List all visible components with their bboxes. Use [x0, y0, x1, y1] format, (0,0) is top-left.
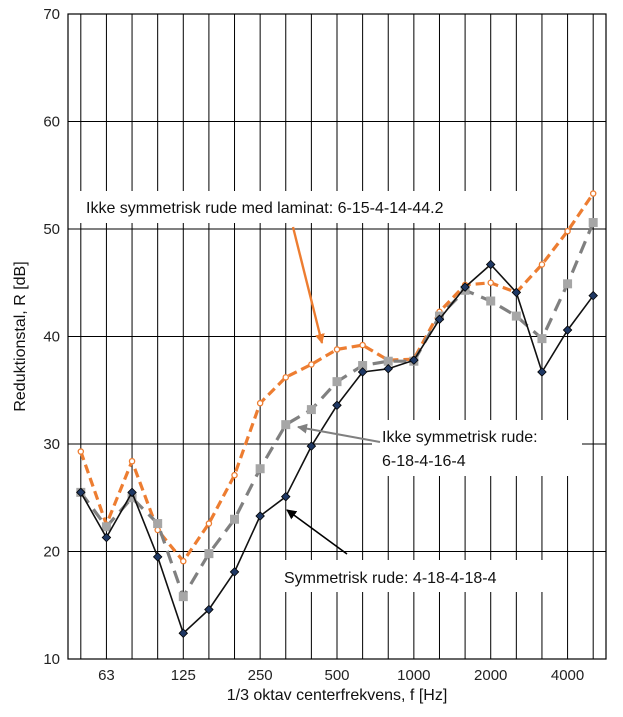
- annotation-text: Symmetrisk rude: 4-18-4-18-4: [284, 570, 497, 587]
- annotation-text: 6-18-4-16-4: [382, 453, 466, 470]
- data-point: [204, 604, 214, 615]
- data-point: [153, 519, 163, 529]
- x-tick-label: 4000: [551, 667, 584, 684]
- data-point: [282, 374, 290, 381]
- y-tick-label: 10: [43, 651, 60, 668]
- data-point: [281, 420, 291, 430]
- data-point: [357, 367, 368, 377]
- y-tick-label: 60: [43, 114, 60, 131]
- x-tick-label: 63: [98, 667, 115, 684]
- data-point: [588, 290, 598, 301]
- data-point: [101, 522, 111, 532]
- y-tick-label: 30: [43, 436, 60, 453]
- data-point: [101, 532, 112, 543]
- data-point: [538, 261, 546, 268]
- data-series: [76, 190, 598, 638]
- x-tick-label: 125: [171, 667, 196, 684]
- data-point: [511, 311, 521, 321]
- data-point: [178, 628, 189, 638]
- y-tick-label: 50: [43, 221, 60, 238]
- data-point: [588, 218, 598, 228]
- annotation-0: Ikke symmetrisk rude med laminat: 6-15-4…: [75, 191, 525, 344]
- data-point: [229, 567, 240, 577]
- data-point: [537, 367, 547, 377]
- x-axis-title: 1/3 oktav centerfrekvens, f [Hz]: [227, 687, 448, 704]
- data-point: [511, 287, 522, 298]
- annotation-text: Ikke symmetrisk rude:: [382, 429, 538, 446]
- data-point: [306, 405, 316, 415]
- data-point: [332, 400, 342, 411]
- y-tick-label: 20: [43, 544, 60, 561]
- data-point: [485, 259, 496, 270]
- data-point: [434, 314, 445, 325]
- data-point: [383, 363, 394, 374]
- y-axis-title: Reduktionstal, R [dB]: [12, 261, 29, 411]
- plot-area-frame: [67, 13, 607, 660]
- data-point: [308, 361, 315, 368]
- data-point: [255, 464, 265, 474]
- data-point: [127, 487, 137, 498]
- annotation-text: Ikke symmetrisk rude med laminat: 6-15-4…: [86, 200, 444, 217]
- x-tick-label: 500: [324, 667, 349, 684]
- x-tick-label: 1000: [397, 667, 430, 684]
- annotation-1: Ikke symmetrisk rude: 6-18-4-16-4: [297, 420, 582, 476]
- series-2: [76, 259, 598, 638]
- annotation-arrow: [291, 226, 325, 344]
- series-line: [79, 192, 595, 563]
- data-point: [333, 346, 341, 353]
- data-point: [564, 227, 571, 235]
- x-tick-label: 2000: [474, 667, 507, 684]
- annotation-box: [275, 560, 561, 592]
- data-point: [178, 592, 188, 602]
- data-point: [152, 552, 163, 562]
- data-point: [255, 511, 265, 521]
- data-point: [358, 361, 368, 371]
- data-point: [231, 471, 238, 479]
- data-point: [562, 325, 573, 335]
- data-point: [128, 457, 136, 465]
- data-point: [76, 487, 86, 498]
- data-point: [487, 279, 494, 286]
- data-point: [589, 190, 597, 197]
- y-tick-label: 40: [43, 329, 60, 346]
- data-point: [256, 399, 264, 407]
- data-point: [127, 493, 137, 503]
- data-point: [486, 296, 496, 306]
- data-point: [280, 491, 291, 502]
- annotation-2: Symmetrisk rude: 4-18-4-18-4: [275, 509, 561, 592]
- axis-ticks: 10 20 30 40 50 60 70 63 125 250 500 1000 2000 4000: [43, 6, 584, 684]
- data-point: [537, 334, 547, 344]
- data-point: [205, 520, 213, 527]
- data-point: [230, 514, 240, 524]
- y-tick-label: 70: [43, 6, 60, 23]
- series-1: [76, 218, 598, 602]
- annotations: Ikke symmetrisk rude med laminat: 6-15-4…: [75, 191, 582, 592]
- data-point: [332, 377, 342, 387]
- data-point: [204, 549, 214, 559]
- data-point: [359, 341, 366, 349]
- annotation-arrow: [297, 423, 381, 443]
- annotation-box: [372, 420, 582, 476]
- data-point: [306, 441, 317, 451]
- annotation-box: [75, 191, 525, 223]
- annotation-arrow: [286, 509, 348, 555]
- x-tick-label: 250: [248, 667, 273, 684]
- data-point: [409, 355, 419, 365]
- data-point: [460, 282, 470, 292]
- data-point: [180, 557, 187, 565]
- data-point: [77, 448, 85, 455]
- data-point: [383, 356, 393, 366]
- data-point: [563, 279, 573, 289]
